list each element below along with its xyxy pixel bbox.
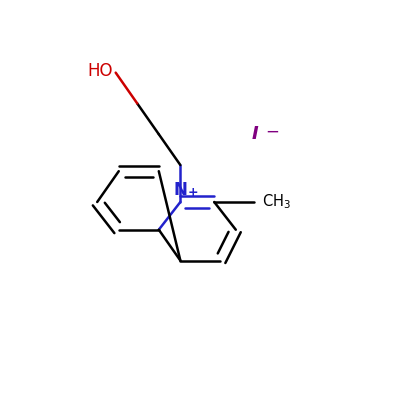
Text: −: − [265,123,279,141]
Text: CH$_3$: CH$_3$ [262,193,291,211]
Text: I: I [251,125,258,143]
Text: HO: HO [87,62,113,80]
Text: N: N [174,181,187,199]
Text: +: + [187,186,198,199]
